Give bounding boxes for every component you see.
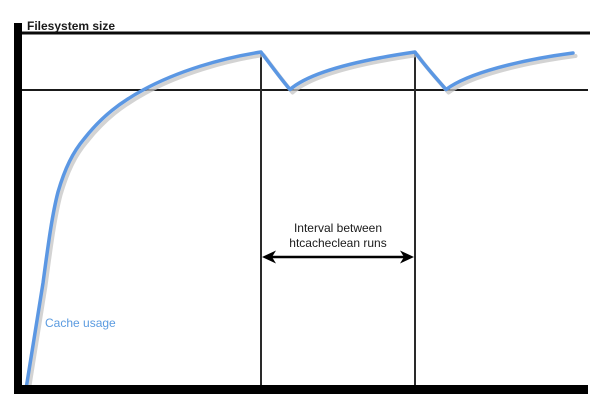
interval-annotation-line1: Interval between — [294, 221, 382, 235]
cache-usage-label: Cache usage — [45, 316, 116, 330]
interval-arrow-left-head-icon — [262, 250, 276, 264]
cache-usage-curve — [24, 50, 575, 391]
interval-arrow-right-head-icon — [400, 250, 414, 264]
filesystem-size-label: Filesystem size — [27, 19, 115, 33]
interval-annotation-line2: htcacheclean runs — [289, 236, 386, 250]
